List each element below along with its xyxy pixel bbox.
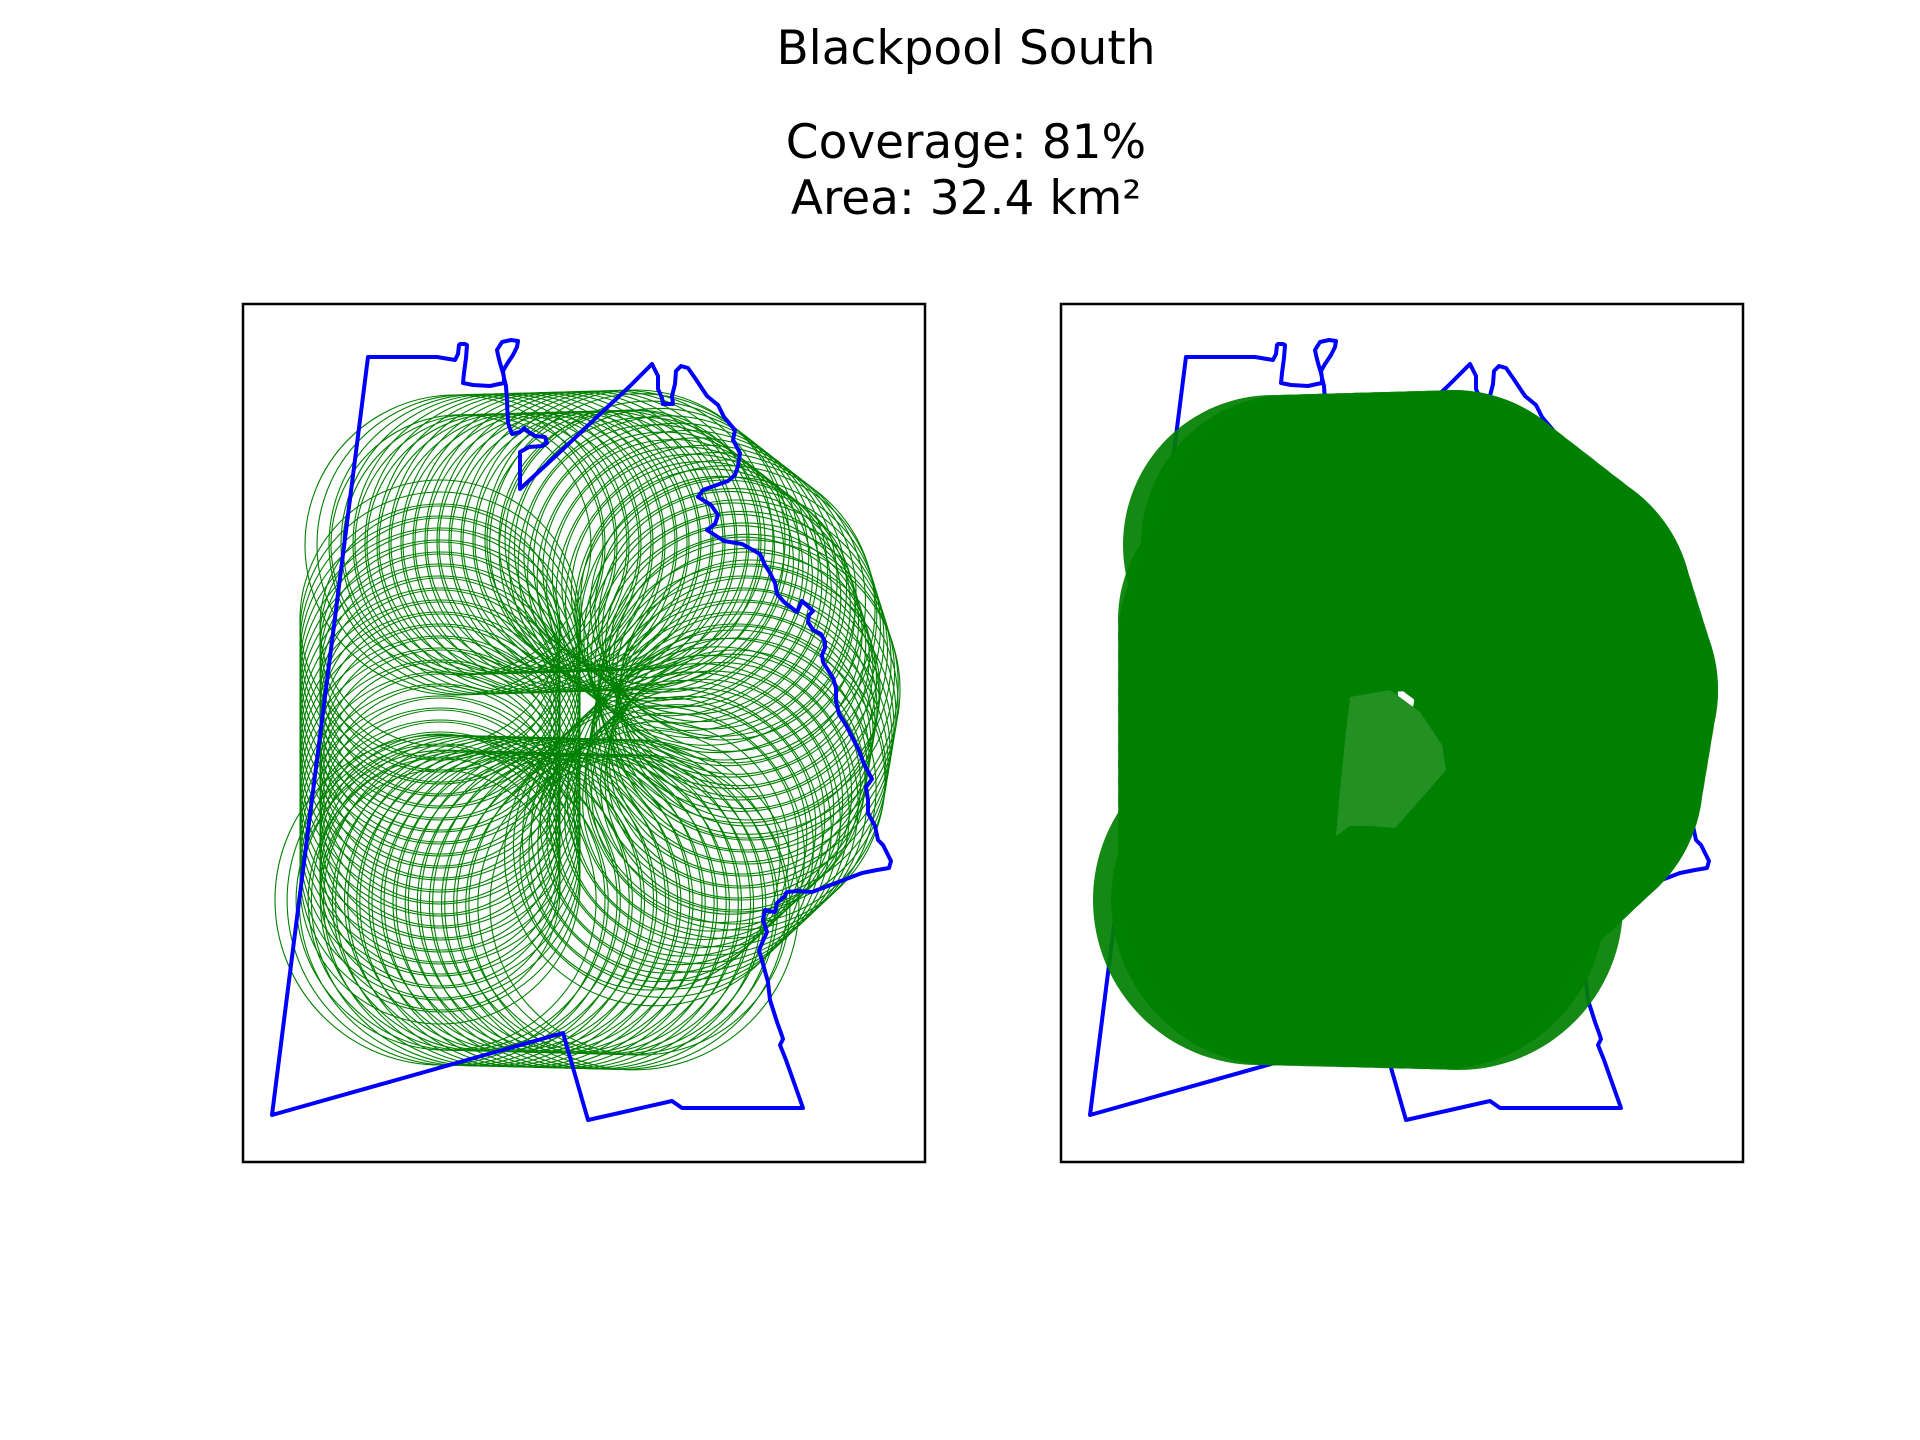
coverage-circle — [517, 415, 819, 717]
coverage-text: Coverage: 81% — [786, 115, 1146, 170]
coverage-circle — [319, 685, 561, 927]
coverage-circle — [573, 678, 835, 941]
coverage-circle — [590, 510, 892, 812]
coverage-circle — [319, 733, 561, 975]
coverage-circle — [528, 721, 790, 983]
coverage-circle — [591, 662, 853, 924]
coverage-circle — [575, 637, 877, 939]
coverage-circle — [484, 389, 786, 691]
coverage-circle — [489, 754, 791, 1056]
coverage-circle — [610, 613, 872, 875]
coverage-circle — [319, 745, 561, 987]
coverage-circle — [574, 459, 876, 761]
coverage-circle — [521, 688, 823, 990]
coverage-circle — [598, 490, 860, 752]
coverage-circle — [584, 629, 886, 931]
coverage-circle — [604, 649, 866, 911]
coverage-circle — [536, 429, 838, 732]
coverage-circle — [468, 739, 800, 1071]
coverage-gap — [1336, 690, 1446, 836]
figure-title: Blackpool South — [776, 21, 1155, 76]
coverage-circle — [539, 671, 841, 973]
coverage-circle — [594, 522, 896, 824]
coverage-circle — [612, 536, 874, 798]
coverage-circle — [319, 709, 561, 951]
coverage-circle — [618, 565, 880, 827]
constituency-boundary — [270, 338, 893, 1122]
coverage-circle — [319, 673, 561, 915]
filled-coverage-map — [1059, 302, 1745, 1164]
coverage-circle — [319, 649, 561, 891]
coverage-circle — [537, 712, 799, 974]
coverage-circle — [564, 687, 826, 949]
coverage-circle — [503, 705, 806, 1007]
coverage-circle — [608, 525, 870, 787]
area-text: Area: 32.4 km² — [791, 171, 1141, 226]
coverage-circle — [319, 769, 561, 1011]
coverage-circle — [612, 601, 874, 863]
coverage-circle — [319, 541, 561, 783]
coverage-circle — [616, 577, 878, 839]
circle-outlines-map — [241, 302, 927, 1164]
coverage-circle — [319, 589, 561, 831]
coverage-circle — [319, 757, 561, 999]
coverage-circle — [564, 452, 867, 754]
coverage-circle — [319, 661, 561, 903]
coverage-circle — [580, 468, 842, 730]
coverage-circle — [530, 679, 832, 982]
coverage-circle — [319, 577, 561, 819]
coverage-circle — [548, 663, 850, 965]
